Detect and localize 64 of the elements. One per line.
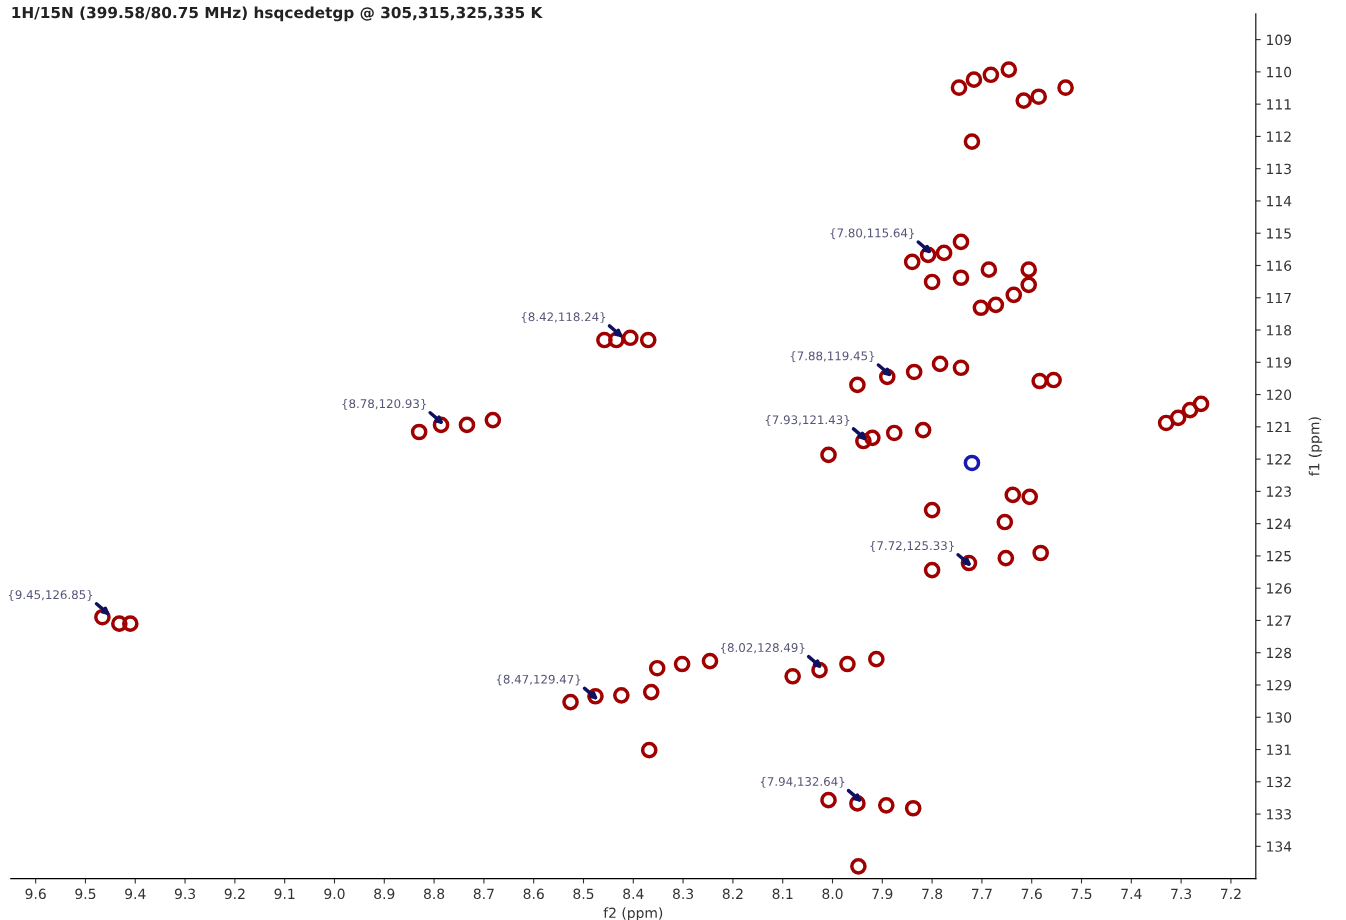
y-tick-label: 132: [1267, 776, 1291, 788]
annotation: {8.47,129.47}: [496, 674, 581, 686]
x-axis-title: f2 (ppm): [603, 907, 663, 920]
x-tick-label: 8.3: [672, 888, 694, 900]
y-tick-label: 128: [1267, 647, 1292, 659]
y-tick-label: 123: [1267, 486, 1291, 497]
chart-title: 1H/15N (399.58/80.75 MHz) hsqcedetgp @ 305,315,325,335 K: [12, 6, 543, 22]
annotation: {9.45,126.85}: [8, 589, 93, 601]
x-tick-label: 8.8: [423, 888, 445, 900]
y-tick-label: 120: [1267, 389, 1292, 401]
y-tick-label: 116: [1267, 260, 1292, 271]
x-tick-label: 9.1: [274, 888, 295, 900]
y-tick-label: 130: [1267, 712, 1292, 723]
y-tick-label: 113: [1267, 163, 1291, 175]
x-tick-label: 8.2: [722, 888, 743, 900]
x-tick-label: 7.6: [1021, 888, 1042, 900]
y-tick-label: 118: [1267, 325, 1292, 336]
x-tick-label: 9.6: [25, 888, 46, 900]
x-tick-label: 8.1: [772, 888, 793, 900]
annotation: {8.42,118.24}: [521, 312, 606, 324]
annotation: {8.02,128.49}: [720, 642, 805, 654]
x-tick-label: 8.9: [374, 888, 395, 900]
y-tick-label: 129: [1267, 679, 1292, 691]
y-tick-label: 121: [1267, 421, 1291, 433]
x-tick-label: 8.5: [573, 888, 594, 900]
x-tick-label: 8.6: [523, 888, 544, 900]
y-tick-label: 111: [1267, 99, 1291, 110]
annotation: {8.78,120.93}: [342, 398, 426, 410]
y-tick-label: 126: [1267, 583, 1292, 594]
y-axis-title: f1 (ppm): [1308, 417, 1323, 476]
x-tick-label: 9.4: [125, 888, 146, 900]
annotation: {7.80,115.64}: [830, 228, 914, 240]
x-tick-label: 8.7: [473, 888, 494, 900]
annotation: {7.93,121.43}: [765, 415, 850, 426]
y-tick-label: 109: [1267, 34, 1292, 46]
x-tick-label: 9.5: [75, 888, 96, 900]
x-tick-label: 7.4: [1121, 888, 1142, 899]
x-tick-label: 7.5: [1071, 888, 1092, 900]
y-tick-label: 125: [1267, 550, 1291, 562]
y-tick-label: 127: [1267, 615, 1291, 626]
y-tick-label: 112: [1267, 131, 1291, 142]
y-tick-label: 131: [1267, 744, 1291, 755]
x-tick-label: 7.9: [872, 888, 893, 900]
y-tick-label: 115: [1267, 228, 1291, 239]
x-tick-label: 7.3: [1171, 888, 1192, 900]
x-tick-label: 7.8: [922, 888, 943, 900]
annotation: {7.94,132.64}: [760, 776, 845, 788]
y-tick-label: 124: [1267, 518, 1292, 529]
y-tick-label: 122: [1267, 454, 1291, 465]
x-tick-label: 8.4: [623, 888, 644, 900]
annotation: {7.88,119.45}: [790, 351, 875, 363]
annotation: {7.72,125.33}: [870, 540, 954, 552]
y-tick-label: 110: [1267, 66, 1292, 78]
x-tick-label: 9.3: [174, 888, 196, 900]
x-tick-label: 9.2: [224, 888, 245, 900]
y-tick-label: 114: [1267, 196, 1292, 207]
y-tick-label: 133: [1267, 809, 1291, 820]
x-tick-label: 8.0: [822, 888, 843, 900]
x-tick-label: 7.2: [1221, 888, 1241, 899]
x-tick-label: 7.7: [972, 888, 992, 899]
y-tick-label: 134: [1267, 841, 1292, 852]
y-tick-label: 117: [1267, 292, 1291, 304]
y-tick-label: 119: [1267, 357, 1292, 368]
x-tick-label: 9.0: [324, 888, 345, 900]
